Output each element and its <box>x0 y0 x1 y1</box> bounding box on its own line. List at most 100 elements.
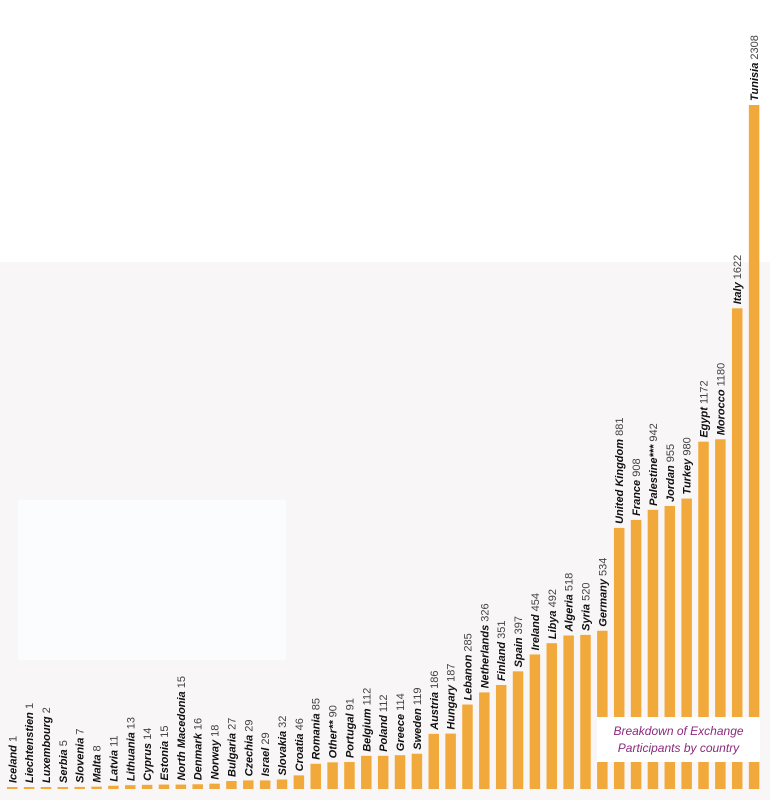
bar-21 <box>361 755 372 789</box>
value-label: 18 <box>210 725 222 740</box>
bar-38 <box>647 509 659 789</box>
bar-18 <box>310 763 321 789</box>
category-label: Poland <box>378 715 390 752</box>
bar-24 <box>411 753 423 789</box>
category-label: Tunisia <box>749 63 761 101</box>
bar-34 <box>580 634 591 789</box>
bar-33 <box>563 635 574 789</box>
value-label: 16 <box>193 718 205 733</box>
bar-4 <box>74 786 85 789</box>
value-label: 2308 <box>749 35 761 63</box>
bar-39 <box>664 505 676 789</box>
value-label: 15 <box>159 726 171 741</box>
bar-label-22: Poland 112 <box>378 695 390 752</box>
bar-label-25: Austria 186 <box>429 671 441 731</box>
bar-label-5: Malta 8 <box>92 745 104 782</box>
value-label: 186 <box>429 671 441 692</box>
bar-40 <box>681 498 692 789</box>
chart-title-box: Breakdown of Exchange Participants by co… <box>597 717 760 762</box>
value-label: 27 <box>226 718 238 733</box>
category-label: Romania <box>311 713 323 759</box>
bar-label-30: Spain 397 <box>513 616 525 667</box>
bar-23 <box>394 755 406 789</box>
category-label: France <box>631 480 643 516</box>
value-label: 114 <box>395 693 407 714</box>
category-label: Syria <box>580 604 592 631</box>
bar-13 <box>226 781 237 789</box>
bar-32 <box>546 643 558 789</box>
value-label: 1 <box>24 703 36 712</box>
bar-label-36: United Kingdom 881 <box>614 418 626 524</box>
category-label: Denmark <box>193 732 205 780</box>
category-label: Belgium <box>361 708 373 752</box>
category-label: Slovakia <box>277 731 289 776</box>
bar-8 <box>141 784 153 789</box>
bar-label-14: Czechia 29 <box>243 720 255 777</box>
value-label: 112 <box>378 695 390 716</box>
value-label: 119 <box>412 688 424 709</box>
category-label: Cyprus <box>142 743 154 781</box>
bar-31 <box>529 654 541 789</box>
bar-19 <box>327 762 338 789</box>
value-label: 397 <box>513 616 525 637</box>
bar-label-28: Netherlands 326 <box>479 603 491 688</box>
category-label: United Kingdom <box>614 439 626 524</box>
category-label: Norway <box>210 739 222 780</box>
bar-label-4: Slovenia 7 <box>75 728 87 782</box>
bar-35 <box>597 630 608 789</box>
bar-6 <box>108 785 119 789</box>
category-label: Libya <box>547 610 559 639</box>
value-label: 1622 <box>732 255 744 283</box>
bar-10 <box>175 784 187 789</box>
value-label: 91 <box>344 698 356 713</box>
bar-label-23: Greece 114 <box>395 693 407 751</box>
category-label: Netherlands <box>479 625 491 689</box>
bar-label-35: Germany 534 <box>597 558 609 627</box>
category-label: Czechia <box>243 735 255 777</box>
bar-label-26: Hungary 187 <box>446 664 458 730</box>
bar-36 <box>613 527 625 789</box>
category-label: Luxembourg <box>41 716 53 783</box>
bar-label-21: Belgium 112 <box>361 688 373 752</box>
category-label: Sweden <box>412 708 424 750</box>
bar-5 <box>91 786 102 789</box>
category-label: Malta <box>92 755 104 783</box>
value-label: 1 <box>7 736 19 745</box>
category-label: Portugal <box>344 712 356 758</box>
category-label: Germany <box>597 578 609 627</box>
bar-label-10: North Macedonia 15 <box>176 676 188 781</box>
value-label: 7 <box>75 728 87 737</box>
category-label: Lebanon <box>462 654 474 700</box>
bar-27 <box>462 704 473 789</box>
bar-label-12: Norway 18 <box>210 725 222 780</box>
bar-label-0: Iceland 1 <box>7 736 19 783</box>
bar-25 <box>428 733 439 789</box>
value-label: 955 <box>665 444 677 465</box>
value-label: 11 <box>108 735 120 749</box>
category-label: North Macedonia <box>176 691 188 780</box>
bar-17 <box>293 775 305 789</box>
bar-37 <box>630 519 642 789</box>
value-label: 187 <box>446 664 458 685</box>
bar-26 <box>445 733 456 789</box>
value-label: 13 <box>125 717 137 732</box>
value-label: 326 <box>479 603 491 624</box>
category-label: Slovenia <box>75 738 87 783</box>
bar-label-43: Italy 1622 <box>732 255 744 305</box>
value-label: 1180 <box>715 363 727 390</box>
bar-41 <box>698 441 709 789</box>
category-label: Israel <box>260 747 272 777</box>
value-label: 85 <box>311 698 323 713</box>
bar-label-16: Slovakia 32 <box>277 716 289 776</box>
value-label: 285 <box>462 633 474 654</box>
bar-7 <box>125 785 136 789</box>
category-label: Latvia <box>108 750 120 782</box>
bar-label-18: Romania 85 <box>311 698 323 760</box>
category-label: Jordan <box>665 465 677 502</box>
bar-label-19: Other** 90 <box>328 705 340 758</box>
bar-20 <box>344 762 355 789</box>
bar-30 <box>512 671 524 789</box>
bar-label-13: Bulgaria 27 <box>226 718 238 777</box>
value-label: 351 <box>496 620 508 641</box>
bar-2 <box>40 787 52 789</box>
